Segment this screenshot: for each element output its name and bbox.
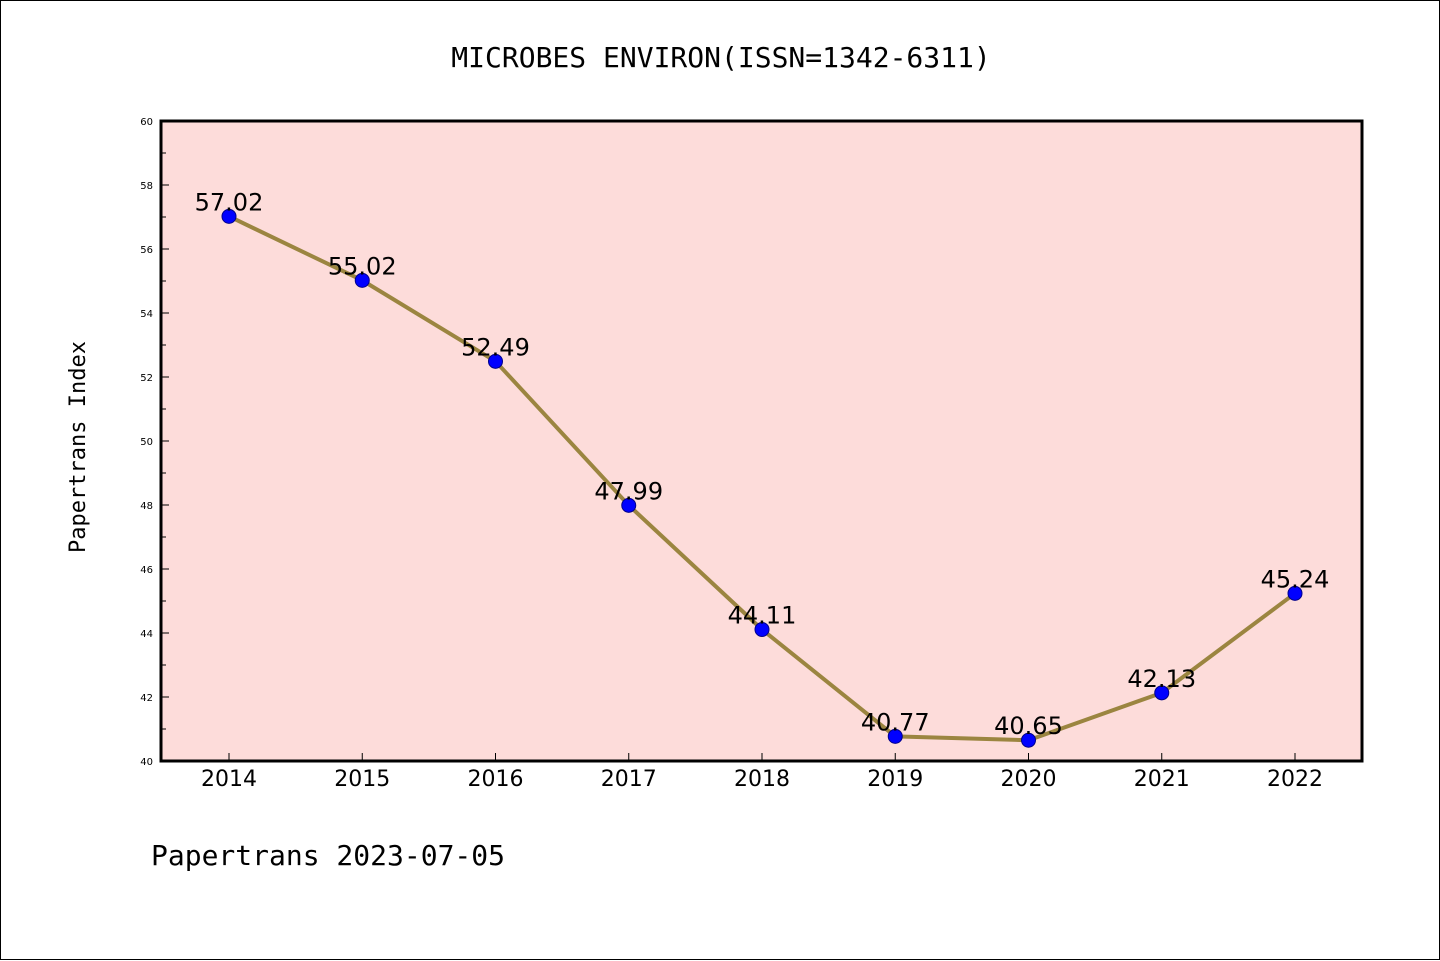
data-point bbox=[754, 621, 770, 637]
y-tick-label: 46 bbox=[140, 565, 153, 576]
data-label: 57.02 bbox=[195, 188, 264, 216]
x-tick-label: 2018 bbox=[734, 767, 790, 792]
x-tick-label: 2020 bbox=[1001, 767, 1057, 792]
y-tick-label: 42 bbox=[140, 693, 153, 704]
chart-title: MICROBES ENVIRON(ISSN=1342-6311) bbox=[451, 41, 990, 74]
y-tick-label: 50 bbox=[140, 437, 153, 448]
data-labels-group: 57.02 55.02 52.49 47.99 44.11 40.77 40.65 42.13… bbox=[195, 188, 1330, 740]
y-tick-label: 44 bbox=[140, 629, 153, 640]
data-point bbox=[621, 497, 637, 513]
data-label: 40.65 bbox=[994, 712, 1063, 740]
y-tick-label: 56 bbox=[140, 245, 153, 256]
x-tick-label: 2017 bbox=[601, 767, 657, 792]
data-point bbox=[1154, 685, 1170, 701]
y-tick-label: 48 bbox=[140, 501, 153, 512]
data-point bbox=[887, 728, 903, 744]
y-tick-label: 52 bbox=[140, 373, 153, 384]
x-axis-ticks: 2014 2015 2016 2017 2018 2019 2020 2021 2022 bbox=[201, 753, 1323, 792]
y-tick-label: 54 bbox=[140, 309, 153, 320]
x-tick-label: 2016 bbox=[468, 767, 524, 792]
y-axis-label: Papertrans Index bbox=[66, 341, 91, 553]
y-tick-label: 58 bbox=[140, 181, 153, 192]
x-tick-label: 2021 bbox=[1134, 767, 1190, 792]
data-point bbox=[1021, 732, 1036, 748]
series-line-group bbox=[221, 208, 1303, 748]
data-label: 44.11 bbox=[728, 601, 797, 629]
data-label: 40.77 bbox=[861, 708, 930, 736]
data-label: 42.13 bbox=[1127, 665, 1196, 693]
data-label: 47.99 bbox=[594, 477, 663, 505]
y-tick-label: 60 bbox=[140, 117, 153, 128]
data-label: 45.24 bbox=[1261, 565, 1330, 593]
x-tick-label: 2015 bbox=[334, 767, 390, 792]
data-label: 55.02 bbox=[328, 252, 397, 280]
x-tick-label: 2014 bbox=[201, 767, 257, 792]
y-tick-label: 40 bbox=[140, 757, 153, 768]
footer-text: Papertrans 2023-07-05 bbox=[151, 839, 505, 872]
data-point bbox=[221, 208, 237, 224]
x-tick-label: 2022 bbox=[1267, 767, 1323, 792]
plot-border bbox=[159, 119, 1364, 763]
data-point bbox=[354, 272, 370, 288]
data-point bbox=[488, 353, 503, 369]
data-label: 52.49 bbox=[461, 333, 530, 361]
data-point bbox=[1287, 585, 1303, 601]
x-tick-label: 2019 bbox=[867, 767, 923, 792]
plot-area bbox=[161, 121, 1362, 761]
